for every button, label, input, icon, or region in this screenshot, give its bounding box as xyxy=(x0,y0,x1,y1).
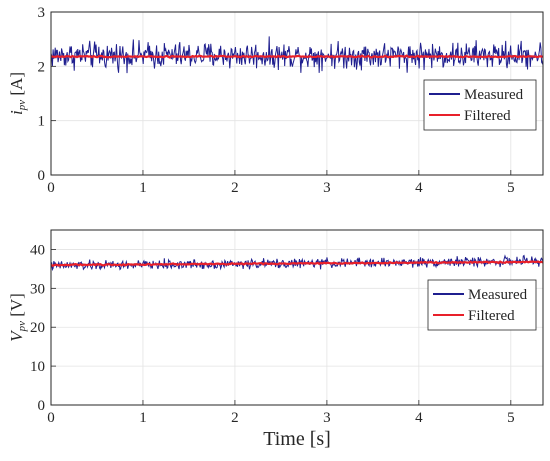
bottom-legend-box xyxy=(427,279,537,331)
bottom-y-label-main: V xyxy=(7,329,26,342)
top-y-label-unit: [A] xyxy=(7,72,26,100)
top-x-ticks: 0 1 2 3 4 5 xyxy=(47,170,515,196)
top-series-filtered xyxy=(50,54,544,59)
bottom-legend-label-filtered: Filtered xyxy=(468,308,515,324)
top-legend: Measured Filtered xyxy=(423,79,537,131)
bottom-series-filtered xyxy=(50,260,544,268)
top-legend-label-measured: Measured xyxy=(464,87,524,103)
top-y-ticks: 0 1 2 3 xyxy=(38,5,56,184)
top-y-axis-label: ipv [A] xyxy=(7,72,28,115)
bottom-y-ticks: 0 10 20 30 40 xyxy=(30,242,56,414)
top-x-tick-label-4: 4 xyxy=(415,180,423,196)
bottom-x-tick-label-1: 1 xyxy=(139,410,147,426)
top-y-tick-label-0: 0 xyxy=(38,168,46,184)
top-axes-frame xyxy=(50,11,544,176)
top-x-tick-label-5: 5 xyxy=(507,180,515,196)
bottom-series xyxy=(50,254,544,272)
bottom-y-tick-label-30: 30 xyxy=(30,281,45,297)
bottom-axes-frame xyxy=(50,229,544,406)
bottom-y-label-unit: [V] xyxy=(7,293,26,321)
top-series-measured xyxy=(50,36,544,74)
top-series xyxy=(50,36,544,74)
bottom-x-tick-label-3: 3 xyxy=(323,410,331,426)
top-y-label-sub: pv xyxy=(16,100,28,112)
bottom-x-tick-label-2: 2 xyxy=(231,410,239,426)
x-axis-label: Time [s] xyxy=(263,428,331,450)
bottom-y-tick-label-40: 40 xyxy=(30,242,45,258)
bottom-x-tick-label-5: 5 xyxy=(507,410,515,426)
top-y-label-main: i xyxy=(7,110,26,115)
bottom-subplot: 0 1 2 3 4 5 0 10 20 30 40 Vpv [V] Time [s] Measur… xyxy=(7,229,544,450)
top-x-tick-label-0: 0 xyxy=(47,180,55,196)
top-legend-label-filtered: Filtered xyxy=(464,108,511,124)
bottom-legend-label-measured: Measured xyxy=(468,287,528,303)
bottom-y-label-sub: pv xyxy=(16,321,28,333)
top-y-tick-label-2: 2 xyxy=(38,59,46,75)
bottom-x-ticks: 0 1 2 3 4 5 xyxy=(47,400,515,426)
bottom-y-tick-label-0: 0 xyxy=(38,398,46,414)
bottom-y-axis-label: Vpv [V] xyxy=(7,293,28,342)
top-x-tick-label-2: 2 xyxy=(231,180,239,196)
top-subplot: 0 1 2 3 4 5 0 1 2 3 ipv [A] Measured Filtered xyxy=(7,5,544,196)
bottom-x-tick-label-0: 0 xyxy=(47,410,55,426)
top-x-tick-label-1: 1 xyxy=(139,180,147,196)
bottom-x-tick-label-4: 4 xyxy=(415,410,423,426)
top-x-tick-label-3: 3 xyxy=(323,180,331,196)
top-y-tick-label-1: 1 xyxy=(38,114,46,130)
bottom-legend: Measured Filtered xyxy=(427,279,537,331)
bottom-y-tick-label-10: 10 xyxy=(30,359,45,375)
bottom-y-tick-label-20: 20 xyxy=(30,320,45,336)
top-legend-box xyxy=(423,79,537,131)
top-y-tick-label-3: 3 xyxy=(38,5,46,21)
